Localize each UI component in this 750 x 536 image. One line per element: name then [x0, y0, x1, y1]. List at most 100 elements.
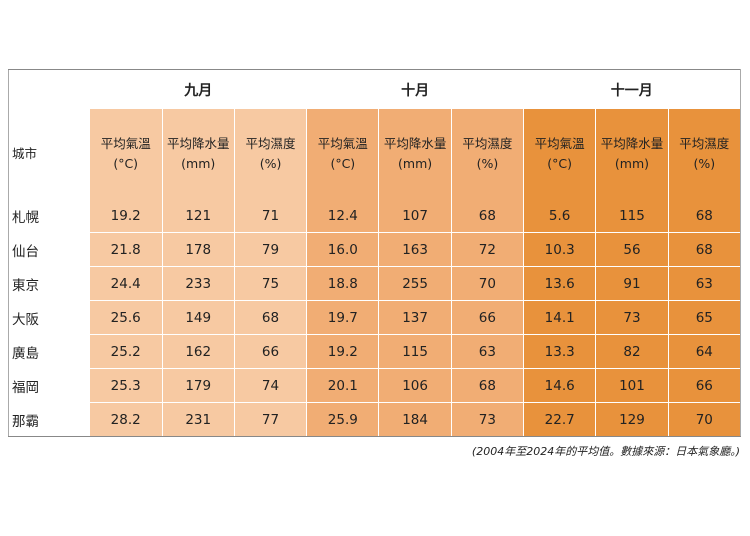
value-cell: 25.2 — [89, 334, 163, 369]
month-header-row: 九月 十月 十一月 — [7, 69, 741, 109]
header-label: 平均降水量 — [600, 136, 664, 151]
value-cell: 178 — [162, 232, 235, 267]
table-row: 札幌 19.2 121 71 12.4 107 68 5.6 115 68 — [7, 199, 742, 233]
header-label: 平均氣溫 — [100, 136, 151, 151]
value-cell: 12.4 — [306, 199, 380, 233]
city-name-cell: 那霸 — [7, 402, 90, 437]
value-cell: 25.6 — [89, 300, 163, 335]
value-cell: 91 — [595, 266, 669, 301]
value-cell: 149 — [162, 300, 235, 335]
column-header-humidity: 平均濕度 (%) — [451, 109, 525, 199]
value-cell: 13.6 — [523, 266, 597, 301]
value-cell: 21.8 — [89, 232, 163, 267]
value-cell: 65 — [668, 300, 742, 335]
header-label: 平均降水量 — [166, 136, 230, 151]
column-header-precip: 平均降水量 (mm) — [595, 109, 669, 199]
month-header-september: 九月 — [89, 69, 307, 109]
header-unit: (°C) — [330, 156, 356, 171]
table-row: 大阪 25.6 149 68 19.7 137 66 14.1 73 65 — [7, 300, 742, 335]
header-label: 平均濕度 — [245, 136, 296, 151]
value-cell: 72 — [451, 232, 525, 267]
value-cell: 73 — [595, 300, 669, 335]
city-name-cell: 東京 — [7, 266, 90, 301]
header-label: 平均氣溫 — [317, 136, 368, 151]
value-cell: 75 — [234, 266, 308, 301]
city-name-cell: 福岡 — [7, 368, 90, 403]
value-cell: 68 — [234, 300, 308, 335]
value-cell: 10.3 — [523, 232, 597, 267]
value-cell: 233 — [162, 266, 235, 301]
value-cell: 16.0 — [306, 232, 380, 267]
table-row: 仙台 21.8 178 79 16.0 163 72 10.3 56 68 — [7, 232, 742, 267]
value-cell: 70 — [668, 402, 742, 437]
value-cell: 115 — [595, 199, 669, 233]
value-cell: 25.9 — [306, 402, 380, 437]
column-header-precip: 平均降水量 (mm) — [162, 109, 235, 199]
value-cell: 22.7 — [523, 402, 597, 437]
city-name-cell: 大阪 — [7, 300, 90, 335]
value-cell: 14.1 — [523, 300, 597, 335]
value-cell: 5.6 — [523, 199, 597, 233]
value-cell: 56 — [595, 232, 669, 267]
value-cell: 13.3 — [523, 334, 597, 369]
value-cell: 64 — [668, 334, 742, 369]
city-name-cell: 札幌 — [7, 199, 90, 233]
value-cell: 79 — [234, 232, 308, 267]
value-cell: 66 — [668, 368, 742, 403]
table-body: 札幌 19.2 121 71 12.4 107 68 5.6 115 68 仙台 21.8 178 79 1… — [7, 199, 742, 437]
value-cell: 82 — [595, 334, 669, 369]
value-cell: 66 — [234, 334, 308, 369]
header-label: 平均氣溫 — [534, 136, 585, 151]
table-row: 福岡 25.3 179 74 20.1 106 68 14.6 101 66 — [7, 368, 742, 403]
value-cell: 66 — [451, 300, 525, 335]
value-cell: 28.2 — [89, 402, 163, 437]
value-cell: 163 — [378, 232, 452, 267]
value-cell: 162 — [162, 334, 235, 369]
value-cell: 71 — [234, 199, 308, 233]
month-header-november: 十一月 — [523, 69, 741, 109]
value-cell: 19.2 — [306, 334, 380, 369]
value-cell: 179 — [162, 368, 235, 403]
value-cell: 184 — [378, 402, 452, 437]
value-cell: 231 — [162, 402, 235, 437]
value-cell: 25.3 — [89, 368, 163, 403]
value-cell: 74 — [234, 368, 308, 403]
value-cell: 101 — [595, 368, 669, 403]
header-unit: (%) — [693, 156, 716, 171]
value-cell: 106 — [378, 368, 452, 403]
header-unit: (°C) — [547, 156, 573, 171]
value-cell: 115 — [378, 334, 452, 369]
header-label: 平均濕度 — [462, 136, 513, 151]
header-unit: (°C) — [113, 156, 139, 171]
climate-table-container: 九月 十月 十一月 城市 平均氣溫 (°C) 平均降水量 (mm) 平均濕度 (%) … — [7, 69, 742, 437]
table-row: 廣島 25.2 162 66 19.2 115 63 13.3 82 64 — [7, 334, 742, 369]
column-header-temp: 平均氣溫 (°C) — [523, 109, 597, 199]
value-cell: 68 — [451, 199, 525, 233]
value-cell: 107 — [378, 199, 452, 233]
value-cell: 73 — [451, 402, 525, 437]
header-unit: (mm) — [398, 156, 433, 171]
column-header-temp: 平均氣溫 (°C) — [306, 109, 380, 199]
value-cell: 19.7 — [306, 300, 380, 335]
column-header-precip: 平均降水量 (mm) — [378, 109, 452, 199]
corner-cell — [7, 69, 90, 109]
column-header-row: 城市 平均氣溫 (°C) 平均降水量 (mm) 平均濕度 (%) 平均氣溫 (°C) 平… — [7, 109, 742, 199]
header-unit: (mm) — [614, 156, 649, 171]
column-header-temp: 平均氣溫 (°C) — [89, 109, 163, 199]
city-name-cell: 仙台 — [7, 232, 90, 267]
value-cell: 77 — [234, 402, 308, 437]
climate-table: 九月 十月 十一月 城市 平均氣溫 (°C) 平均降水量 (mm) 平均濕度 (%) … — [7, 69, 742, 437]
value-cell: 137 — [378, 300, 452, 335]
column-header-humidity: 平均濕度 (%) — [668, 109, 742, 199]
value-cell: 68 — [451, 368, 525, 403]
header-unit: (mm) — [181, 156, 216, 171]
value-cell: 18.8 — [306, 266, 380, 301]
table-row: 東京 24.4 233 75 18.8 255 70 13.6 91 63 — [7, 266, 742, 301]
value-cell: 68 — [668, 199, 742, 233]
value-cell: 14.6 — [523, 368, 597, 403]
header-unit: (%) — [476, 156, 499, 171]
source-footnote: (2004年至2024年的平均值。數據來源：日本氣象廳。) — [471, 445, 740, 458]
value-cell: 63 — [668, 266, 742, 301]
value-cell: 20.1 — [306, 368, 380, 403]
month-header-october: 十月 — [306, 69, 524, 109]
